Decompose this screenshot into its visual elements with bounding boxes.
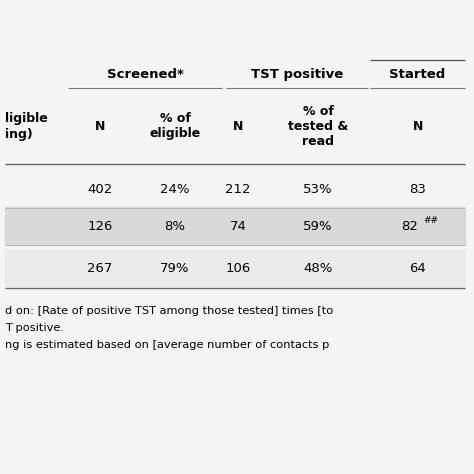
- Text: 402: 402: [87, 182, 113, 195]
- Text: 83: 83: [410, 182, 427, 195]
- Text: 267: 267: [87, 263, 113, 275]
- Text: Screened*: Screened*: [107, 67, 183, 81]
- Text: 82: 82: [401, 219, 419, 233]
- Text: N: N: [413, 119, 423, 133]
- Text: 59%: 59%: [303, 219, 333, 233]
- Text: 79%: 79%: [160, 263, 190, 275]
- Text: 74: 74: [229, 219, 246, 233]
- Text: TST positive: TST positive: [251, 67, 343, 81]
- Text: N: N: [233, 119, 243, 133]
- Text: % of
tested &
read: % of tested & read: [288, 104, 348, 147]
- Text: 53%: 53%: [303, 182, 333, 195]
- Text: 64: 64: [410, 263, 427, 275]
- Text: ##: ##: [423, 216, 438, 225]
- Text: Started: Started: [389, 67, 446, 81]
- Text: 24%: 24%: [160, 182, 190, 195]
- Text: % of
eligible: % of eligible: [149, 112, 201, 140]
- Text: ing): ing): [5, 128, 33, 140]
- Text: 126: 126: [87, 219, 113, 233]
- Text: 212: 212: [225, 182, 251, 195]
- Text: d on: [Rate of positive TST among those tested] times [to: d on: [Rate of positive TST among those …: [5, 306, 333, 316]
- Bar: [5, 250, 465, 288]
- Text: 106: 106: [225, 263, 251, 275]
- Bar: [5, 207, 465, 245]
- Text: N: N: [95, 119, 105, 133]
- Text: T positive.: T positive.: [5, 323, 64, 333]
- Text: 48%: 48%: [303, 263, 333, 275]
- Text: ng is estimated based on [average number of contacts p: ng is estimated based on [average number…: [5, 340, 329, 350]
- Text: 8%: 8%: [164, 219, 185, 233]
- Text: ligible: ligible: [5, 111, 48, 125]
